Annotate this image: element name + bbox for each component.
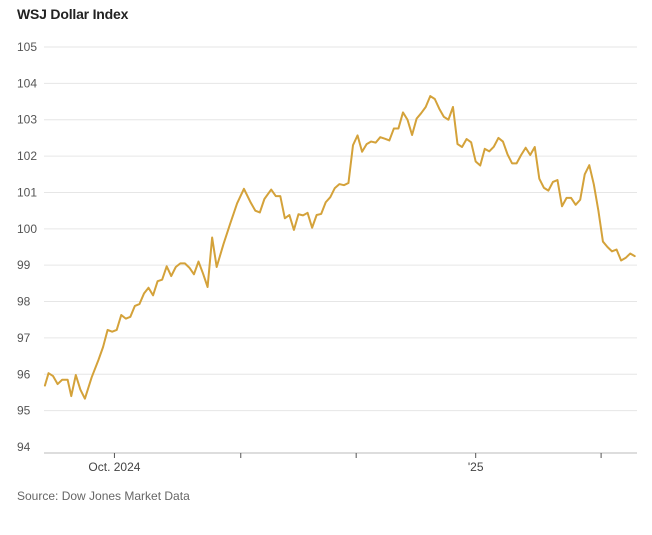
x-axis-ticks: Oct. 2024 '25 xyxy=(88,453,602,474)
y-tick-label: 97 xyxy=(17,331,31,345)
y-tick-label: 100 xyxy=(17,222,37,236)
y-tick-label: 101 xyxy=(17,185,37,199)
y-tick-label: 95 xyxy=(17,404,31,418)
y-tick-label: 103 xyxy=(17,113,37,127)
chart-title: WSJ Dollar Index xyxy=(17,6,129,22)
y-tick-label: 99 xyxy=(17,258,31,272)
source-note: Source: Dow Jones Market Data xyxy=(17,489,190,503)
y-tick-label: 94 xyxy=(17,440,31,454)
x-tick-label: Oct. 2024 xyxy=(88,460,140,474)
y-tick-label: 98 xyxy=(17,295,31,309)
x-tick-label: '25 xyxy=(468,460,484,474)
y-tick-label: 96 xyxy=(17,367,31,381)
series-layer xyxy=(43,95,636,400)
gridlines xyxy=(44,46,637,412)
dollar-index-line xyxy=(43,95,636,400)
y-tick-label: 105 xyxy=(17,40,37,54)
y-axis-tick-labels: 94 95 96 97 98 99 100 101 102 103 104 105 xyxy=(17,40,37,454)
y-tick-label: 102 xyxy=(17,149,37,163)
y-tick-label: 104 xyxy=(17,76,37,90)
